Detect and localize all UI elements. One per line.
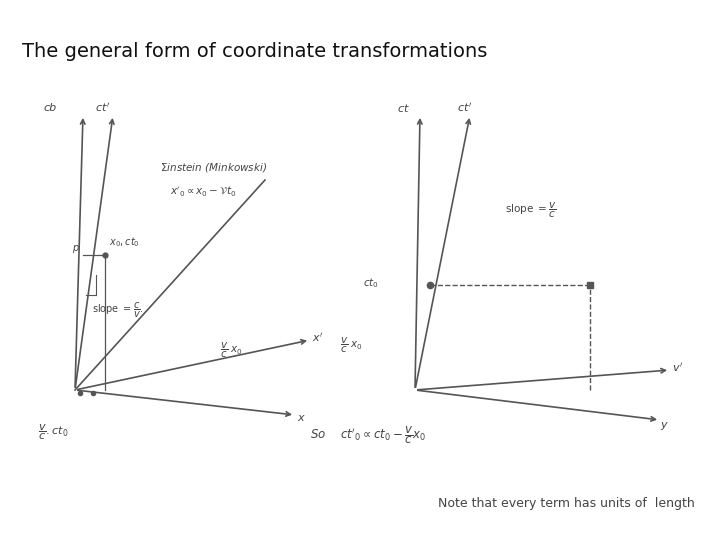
- Text: The general form of coordinate transformations: The general form of coordinate transform…: [22, 42, 487, 61]
- Text: $ct_0$: $ct_0$: [363, 276, 379, 290]
- Text: cb: cb: [43, 103, 56, 113]
- Text: $\dfrac{v}{c}.ct_0$: $\dfrac{v}{c}.ct_0$: [38, 422, 68, 442]
- Text: p: p: [72, 243, 78, 253]
- Text: $ct'$: $ct'$: [457, 102, 472, 114]
- Text: y: y: [660, 420, 667, 430]
- Text: $\dfrac{v}{c}$ $x_0$: $\dfrac{v}{c}$ $x_0$: [340, 335, 363, 355]
- Text: Note that every term has units of  length: Note that every term has units of length: [438, 497, 695, 510]
- Text: $So$: $So$: [310, 429, 326, 442]
- Text: $ct'$: $ct'$: [95, 102, 110, 114]
- Text: slope $= \dfrac{c}{v}.$: slope $= \dfrac{c}{v}.$: [92, 300, 144, 320]
- Text: $x'_0 \propto x_0 - \mathcal{V}t_0$: $x'_0 \propto x_0 - \mathcal{V}t_0$: [170, 185, 236, 199]
- Text: $ct'_0 \propto ct_0 - \dfrac{v}{c}x_0$: $ct'_0 \propto ct_0 - \dfrac{v}{c}x_0$: [340, 424, 426, 446]
- Text: $\Sigma$instein (Minkowski): $\Sigma$instein (Minkowski): [160, 161, 267, 174]
- Text: $ct$: $ct$: [397, 102, 410, 114]
- Text: $x_0,ct_0$: $x_0,ct_0$: [109, 235, 140, 249]
- Text: slope $= \dfrac{v}{c}$: slope $= \dfrac{v}{c}$: [505, 200, 557, 220]
- Text: $\dfrac{v}{c}$ $x_0$: $\dfrac{v}{c}$ $x_0$: [220, 340, 243, 360]
- Text: x: x: [297, 413, 304, 423]
- Text: $x'$: $x'$: [312, 330, 323, 343]
- Text: $v'$: $v'$: [672, 361, 683, 375]
